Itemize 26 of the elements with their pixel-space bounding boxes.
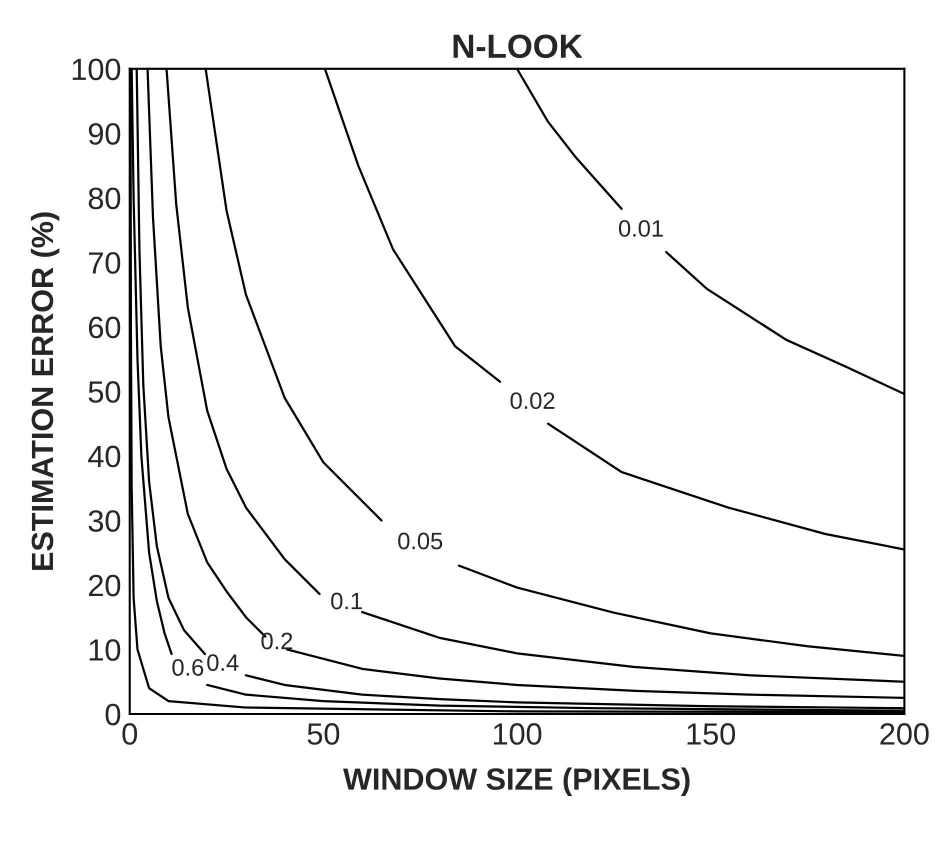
y-tick-label: 70 (88, 252, 120, 274)
series-label: 0.2 (261, 632, 292, 650)
y-tick-label: 60 (88, 316, 120, 338)
series-label: 0.1 (331, 592, 362, 610)
series-label: 0.02 (510, 392, 554, 410)
series-label: 0.05 (398, 532, 442, 550)
y-tick-label: 100 (72, 58, 120, 80)
x-tick-label: 0 (122, 723, 138, 745)
x-tick-label: 50 (308, 723, 340, 745)
series-label: 0.01 (618, 220, 663, 237)
y-tick-label: 90 (88, 123, 120, 145)
series-label: 0.6 (172, 659, 204, 676)
y-tick-label: 40 (88, 446, 120, 468)
y-tick-label: 50 (88, 381, 120, 403)
y-tick-label: 30 (88, 510, 120, 532)
y-tick-label: 20 (88, 574, 120, 596)
x-axis-title: WINDOW SIZE (PIXELS) (343, 767, 690, 796)
x-tick-label: 150 (688, 723, 736, 745)
chart-title: N-LOOK (454, 34, 582, 58)
series-label: 0.4 (207, 654, 238, 671)
x-tick-label: 200 (880, 723, 929, 745)
y-tick-label: 80 (88, 188, 120, 210)
y-tick-label: 0 (106, 704, 120, 726)
y-axis-title: ESTIMATION ERROR (%) (30, 212, 60, 570)
y-tick-label: 10 (90, 639, 120, 661)
x-tick-label: 100 (494, 723, 542, 745)
